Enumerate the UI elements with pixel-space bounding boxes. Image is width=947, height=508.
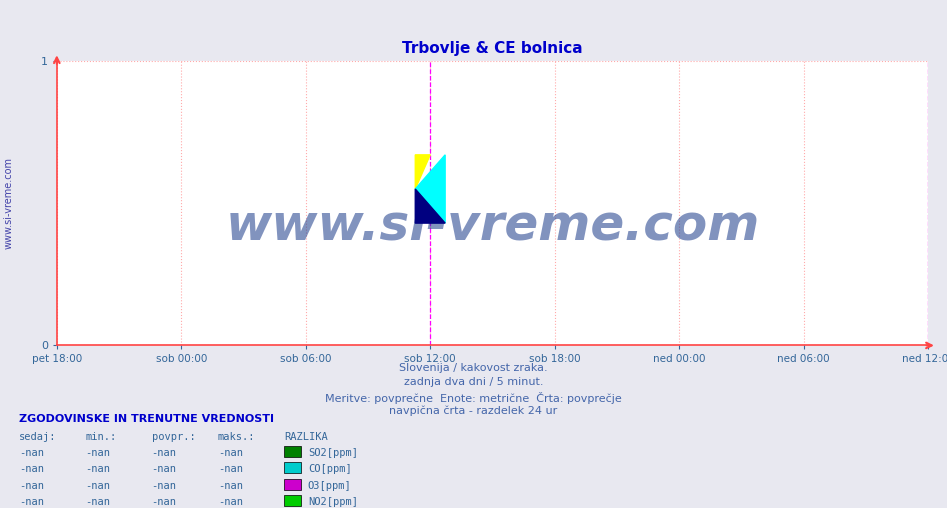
Text: Slovenija / kakovost zraka.: Slovenija / kakovost zraka. <box>400 363 547 373</box>
Text: povpr.:: povpr.: <box>152 432 195 442</box>
Text: O3[ppm]: O3[ppm] <box>308 481 351 491</box>
Text: maks.:: maks.: <box>218 432 256 442</box>
Text: www.si-vreme.com: www.si-vreme.com <box>225 202 759 250</box>
Text: -nan: -nan <box>19 464 44 474</box>
Text: -nan: -nan <box>19 481 44 491</box>
Text: -nan: -nan <box>218 448 242 458</box>
Text: -nan: -nan <box>218 497 242 507</box>
Text: zadnja dva dni / 5 minut.: zadnja dva dni / 5 minut. <box>403 377 544 388</box>
Text: -nan: -nan <box>19 448 44 458</box>
Title: Trbovlje & CE bolnica: Trbovlje & CE bolnica <box>402 41 582 56</box>
Text: RAZLIKA: RAZLIKA <box>284 432 328 442</box>
Text: -nan: -nan <box>152 497 176 507</box>
Text: -nan: -nan <box>19 497 44 507</box>
Text: www.si-vreme.com: www.si-vreme.com <box>4 157 14 249</box>
Text: ZGODOVINSKE IN TRENUTNE VREDNOSTI: ZGODOVINSKE IN TRENUTNE VREDNOSTI <box>19 414 274 424</box>
Text: NO2[ppm]: NO2[ppm] <box>308 497 358 507</box>
Text: navpična črta - razdelek 24 ur: navpična črta - razdelek 24 ur <box>389 406 558 417</box>
Text: -nan: -nan <box>85 497 110 507</box>
Text: Meritve: povprečne  Enote: metrične  Črta: povprečje: Meritve: povprečne Enote: metrične Črta:… <box>325 392 622 404</box>
Text: -nan: -nan <box>218 481 242 491</box>
Text: min.:: min.: <box>85 432 116 442</box>
Text: -nan: -nan <box>85 464 110 474</box>
Polygon shape <box>416 155 445 223</box>
Text: -nan: -nan <box>85 481 110 491</box>
Text: -nan: -nan <box>152 481 176 491</box>
Text: -nan: -nan <box>152 464 176 474</box>
Text: CO[ppm]: CO[ppm] <box>308 464 351 474</box>
Text: sedaj:: sedaj: <box>19 432 57 442</box>
Polygon shape <box>416 189 445 223</box>
Text: -nan: -nan <box>85 448 110 458</box>
Text: -nan: -nan <box>218 464 242 474</box>
Text: SO2[ppm]: SO2[ppm] <box>308 448 358 458</box>
Text: -nan: -nan <box>152 448 176 458</box>
Polygon shape <box>416 155 430 189</box>
